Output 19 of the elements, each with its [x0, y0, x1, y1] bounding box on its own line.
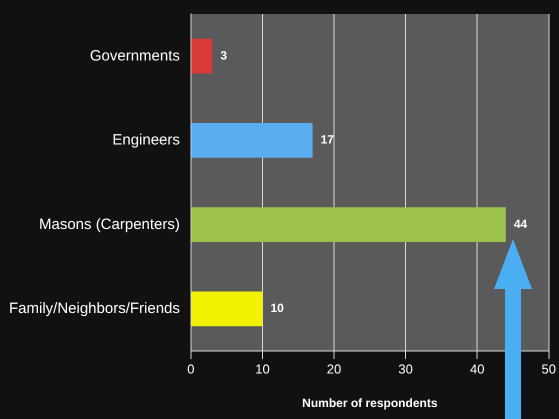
x-tick-label: 40: [470, 361, 484, 376]
x-tick-label: 20: [326, 361, 342, 376]
bar: [191, 123, 313, 158]
bar: [191, 38, 212, 74]
x-axis-title: Number of respondents: [302, 396, 438, 410]
y-tick-label: Masons (Carpenters): [39, 216, 180, 233]
y-tick-label: Engineers: [112, 132, 180, 149]
data-label: 17: [320, 132, 334, 147]
x-tick-label: 30: [398, 361, 413, 376]
x-tick-label: 50: [542, 361, 556, 376]
data-label: 44: [514, 216, 528, 231]
y-tick-label: Family/Neighbors/Friends: [9, 300, 180, 318]
y-tick-label: Governments: [90, 47, 180, 64]
bar: [191, 292, 262, 326]
data-label: 3: [220, 48, 228, 62]
x-tick-label: 10: [255, 361, 270, 376]
data-label: 10: [270, 301, 284, 316]
bar: [191, 207, 506, 242]
x-tick-label: 0: [187, 361, 195, 376]
